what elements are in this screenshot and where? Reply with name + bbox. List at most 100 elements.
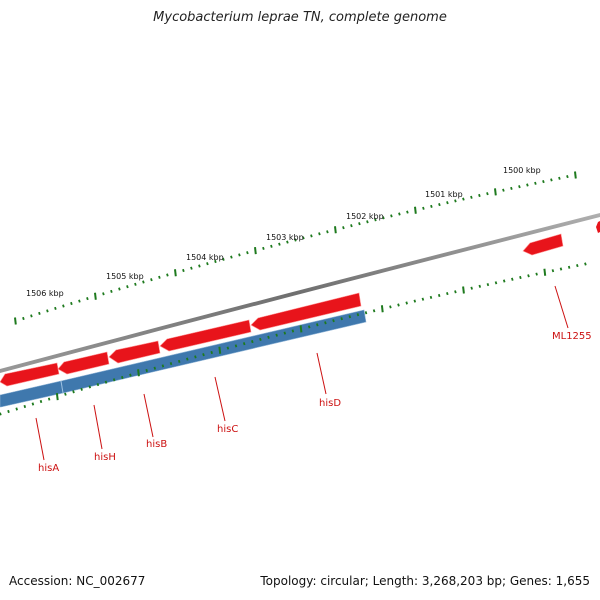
ruler-tick — [134, 282, 137, 286]
inner-ruler-tick — [299, 325, 303, 333]
ruler-tick — [326, 230, 329, 234]
ruler-tick — [462, 197, 465, 201]
inner-ruler-tick — [251, 340, 254, 344]
ruler-tick — [102, 292, 105, 296]
ruler-tick — [294, 238, 297, 242]
cds-arrow-partial[interactable] — [596, 221, 600, 233]
inner-ruler-tick — [226, 346, 230, 350]
inner-ruler-tick — [576, 264, 579, 268]
inner-ruler-tick — [535, 272, 538, 276]
inner-ruler-tick — [429, 295, 433, 299]
inner-ruler-tick — [55, 392, 59, 401]
ruler-tick — [566, 175, 569, 179]
ruler-tick — [534, 181, 537, 185]
inner-ruler-tick — [283, 331, 287, 335]
cds-arrow-ML1255[interactable] — [522, 233, 564, 256]
inner-ruler-tick — [145, 368, 148, 373]
inner-ruler-tick — [584, 262, 587, 266]
inner-ruler-tick — [202, 353, 205, 357]
ruler-tick — [126, 285, 129, 289]
inner-ruler-tick — [242, 342, 246, 346]
ruler-tick — [270, 244, 273, 248]
ruler-labels: 1506 kbp 1505 kbp 1504 kbp 1503 kbp 1502… — [26, 166, 541, 298]
ruler-tick — [358, 222, 361, 226]
gene-label-hisD[interactable]: hisD — [319, 398, 341, 409]
ruler-tick — [206, 262, 209, 266]
ruler-tick — [86, 297, 89, 301]
inner-ruler-tick — [259, 337, 262, 341]
ruler-tick — [110, 289, 113, 293]
inner-ruler-tick — [389, 305, 392, 309]
ruler-tick — [502, 188, 505, 192]
inner-ruler-tick — [234, 344, 238, 348]
cds-arrow-hisC[interactable] — [159, 319, 252, 352]
ruler-tick — [150, 278, 153, 282]
inner-ruler-tick — [104, 380, 108, 384]
gene-label-ML1255[interactable]: ML1255 — [552, 331, 592, 342]
gene-label-hisB[interactable]: hisB — [146, 439, 167, 450]
inner-ruler-tick — [153, 366, 157, 370]
inner-ruler-tick — [47, 397, 51, 401]
inner-ruler-tick — [494, 281, 498, 285]
cds-track — [0, 221, 600, 387]
inner-ruler-tick — [551, 269, 555, 273]
ruler-tick — [574, 171, 577, 179]
gene-label-hisC[interactable]: hisC — [217, 424, 238, 435]
map-title: Mycobacterium leprae TN, complete genome — [153, 10, 447, 25]
ruler-tick — [46, 309, 49, 313]
ruler-tick — [62, 304, 65, 308]
ruler-tick — [526, 183, 529, 187]
ruler-tick — [542, 180, 545, 184]
ruler-tick — [222, 257, 225, 261]
gene-block-hisH-to-hisD[interactable] — [60, 309, 367, 394]
inner-ruler-tick — [121, 375, 124, 380]
inner-ruler-tick — [446, 292, 449, 296]
inner-ruler-tick — [31, 402, 35, 406]
ruler-tick — [342, 226, 345, 230]
accession-text: Accession: NC_002677 — [9, 574, 146, 588]
ruler-tick — [166, 273, 169, 277]
ruler-tick — [94, 292, 97, 300]
ruler-tick — [278, 242, 281, 246]
ruler-tick — [558, 176, 561, 180]
inner-ruler-tick — [519, 275, 522, 280]
inner-ruler-tick — [454, 290, 457, 294]
inner-ruler-tick — [316, 323, 319, 327]
ruler-tick — [518, 185, 521, 189]
inner-ruler-tick — [80, 387, 83, 391]
ruler-tick — [14, 317, 17, 325]
inner-ruler-tick — [129, 373, 132, 377]
cds-arrow-hisA[interactable] — [0, 362, 60, 387]
inner-ruler-tick — [169, 362, 173, 366]
ruler-label: 1503 kbp — [266, 233, 304, 242]
gene-label-hisH[interactable]: hisH — [94, 452, 116, 463]
inner-ruler-tick — [23, 404, 27, 409]
ruler-tick — [422, 206, 425, 210]
cds-arrow-hisD[interactable] — [250, 292, 362, 331]
gene-track — [0, 309, 367, 408]
ruler-label: 1504 kbp — [186, 253, 224, 262]
gene-block-hisA[interactable] — [0, 380, 64, 408]
kbp-ruler — [14, 171, 577, 325]
inner-ruler-tick — [186, 357, 189, 361]
inner-ruler-tick — [291, 329, 295, 333]
ruler-tick — [30, 314, 33, 318]
cds-arrow-hisH[interactable] — [57, 351, 110, 375]
ruler-tick — [494, 188, 497, 196]
gene-label-hisA[interactable]: hisA — [38, 463, 59, 474]
inner-ruler-tick — [88, 385, 92, 389]
cds-arrow-hisB[interactable] — [108, 340, 161, 364]
inner-ruler-tick — [405, 301, 408, 305]
topology-summary: Topology: circular; Length: 3,268,203 bp… — [260, 574, 590, 588]
inner-ruler-tick — [64, 392, 67, 396]
inner-ruler-tick — [7, 409, 10, 414]
ruler-tick — [286, 240, 289, 244]
ruler-tick — [22, 316, 25, 321]
ruler-tick — [374, 218, 377, 222]
inner-ruler-tick — [356, 313, 360, 317]
inner-ruler-tick — [397, 303, 400, 307]
ruler-tick — [318, 232, 321, 236]
inner-ruler-tick — [527, 274, 530, 278]
